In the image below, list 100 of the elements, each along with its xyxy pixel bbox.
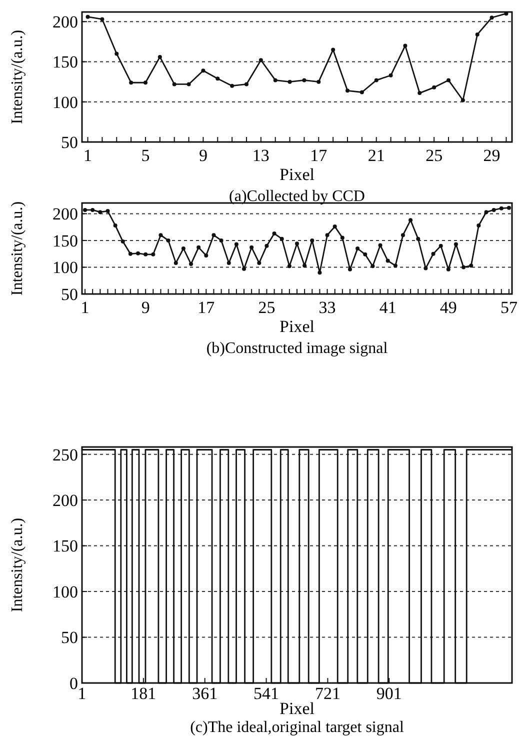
point [325, 233, 330, 238]
point [360, 90, 364, 94]
point [113, 223, 118, 228]
point [158, 233, 163, 238]
y-axis-title: Intensity/(a.u.) [9, 201, 26, 296]
point [393, 264, 398, 268]
y-tick-label: 50 [61, 628, 78, 648]
y-tick-label: 0 [70, 674, 78, 693]
point [331, 48, 336, 52]
point [120, 240, 125, 244]
point [490, 16, 494, 20]
x-tick-label: 17 [310, 146, 328, 165]
point [346, 88, 350, 93]
point [287, 264, 292, 268]
point [302, 78, 306, 82]
point [403, 44, 408, 48]
x-tick-label: 5 [141, 146, 150, 165]
y-tick-label: 200 [52, 204, 78, 224]
point [475, 32, 480, 36]
point [295, 242, 299, 246]
point [166, 238, 170, 242]
x-tick-label: 1 [84, 146, 92, 165]
point [378, 243, 382, 248]
point [469, 264, 474, 268]
point [181, 246, 186, 250]
x-tick-label: 361 [192, 684, 218, 703]
point [151, 252, 156, 256]
point [446, 267, 450, 272]
point [363, 252, 368, 256]
point [356, 246, 360, 250]
x-tick-label: 49 [440, 298, 457, 317]
point [476, 223, 481, 228]
point [388, 73, 393, 78]
x-tick-label: 57 [500, 298, 518, 317]
x-axis-title: Pixel [280, 699, 315, 718]
point [374, 78, 378, 82]
point [432, 85, 436, 90]
x-tick-label: 17 [198, 298, 216, 317]
point [454, 242, 458, 246]
point [216, 76, 220, 81]
y-axis-title: Intensity/(a.u.) [9, 30, 26, 124]
y-tick-label: 200 [52, 12, 78, 32]
y-tick-label: 50 [61, 284, 78, 304]
x-tick-label: 41 [379, 298, 396, 317]
x-tick-label: 33 [318, 298, 336, 317]
point [288, 80, 292, 84]
point [418, 91, 422, 96]
point [332, 224, 337, 229]
point [186, 82, 191, 86]
y-tick-label: 150 [52, 52, 78, 72]
x-tick-label: 21 [368, 146, 385, 165]
point [280, 236, 284, 241]
text: (b)Constructed image signal [206, 340, 388, 357]
point [499, 206, 504, 210]
y-tick-label: 200 [52, 491, 78, 510]
point [316, 80, 321, 84]
point [201, 68, 206, 73]
point [244, 82, 248, 86]
point [446, 78, 451, 82]
point [484, 210, 488, 214]
x-tick-label: 541 [254, 684, 280, 703]
point [86, 14, 90, 19]
text: (a)Collected by CCD [229, 188, 365, 205]
point [460, 98, 465, 102]
point [348, 267, 352, 272]
point [172, 82, 176, 86]
point [196, 245, 201, 250]
point [158, 54, 162, 59]
point [318, 270, 322, 275]
x-tick-label: 25 [258, 298, 276, 317]
point [114, 52, 119, 56]
point [129, 80, 134, 85]
y-tick-label: 150 [52, 231, 78, 250]
point [400, 233, 405, 238]
point [258, 58, 263, 62]
point [310, 238, 314, 242]
point [302, 264, 307, 268]
point [506, 206, 511, 210]
point [189, 262, 194, 266]
point [272, 232, 276, 236]
point [174, 260, 178, 265]
point [492, 208, 496, 212]
point [408, 218, 413, 222]
point [257, 260, 262, 265]
x-axis-title: Pixel [280, 165, 315, 184]
point [370, 264, 375, 268]
y-tick-label: 50 [61, 132, 78, 152]
point [386, 258, 390, 263]
point [416, 236, 420, 241]
point [234, 242, 238, 246]
y-tick-label: 100 [52, 582, 78, 602]
y-tick-label: 150 [52, 536, 78, 556]
x-tick-label: 721 [314, 684, 340, 703]
x-tick-label: 1 [80, 298, 90, 317]
point [462, 265, 466, 270]
point [242, 266, 246, 271]
x-tick-label: 25 [426, 146, 443, 165]
point [90, 208, 95, 212]
point [273, 78, 278, 82]
point [340, 236, 344, 240]
